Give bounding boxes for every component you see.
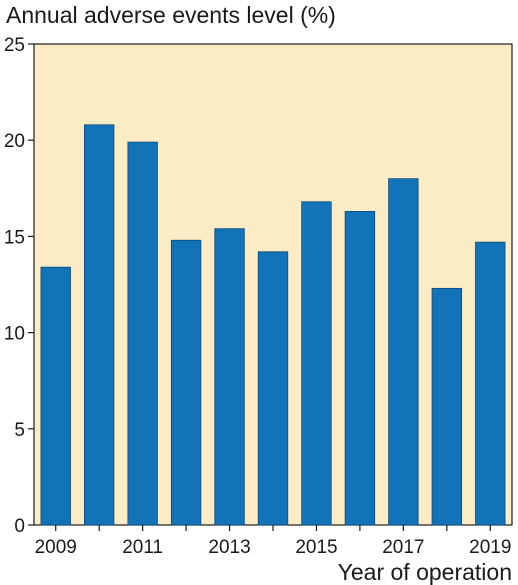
y-tick-label-5: 5: [14, 420, 25, 441]
bar-2011: [127, 141, 158, 526]
x-axis-label: Year of operation: [338, 559, 512, 585]
bar-2019: [475, 241, 506, 526]
bar-2009: [40, 266, 71, 526]
y-tick-label-0: 0: [14, 516, 25, 537]
bar-2012: [170, 239, 202, 526]
x-tick-label-2019: 2019: [469, 537, 511, 558]
x-tick-label-2013: 2013: [208, 537, 250, 558]
bars-group: [40, 124, 506, 526]
x-tick-label-2009: 2009: [35, 537, 77, 558]
y-axis-label: Annual adverse events level (%): [6, 2, 336, 28]
bar-2017: [388, 178, 419, 526]
bar-2016: [344, 210, 376, 526]
bar-2014: [257, 251, 289, 526]
y-axis: 0 5 10 15 20 25: [4, 35, 34, 537]
x-tick-label-2017: 2017: [382, 537, 424, 558]
y-tick-label-20: 20: [4, 131, 25, 152]
x-tick-label-2011: 2011: [122, 537, 163, 558]
y-tick-label-15: 15: [4, 227, 25, 248]
x-tick-label-2015: 2015: [295, 537, 337, 558]
bar-2010: [84, 124, 115, 526]
bar-2013: [214, 228, 245, 526]
bar-2018: [431, 287, 462, 526]
bar-2015: [301, 201, 332, 526]
y-tick-label-25: 25: [4, 35, 25, 56]
x-axis: 2009 2011 2013 2015 2017 2019: [35, 525, 511, 558]
y-tick-label-10: 10: [4, 324, 25, 345]
